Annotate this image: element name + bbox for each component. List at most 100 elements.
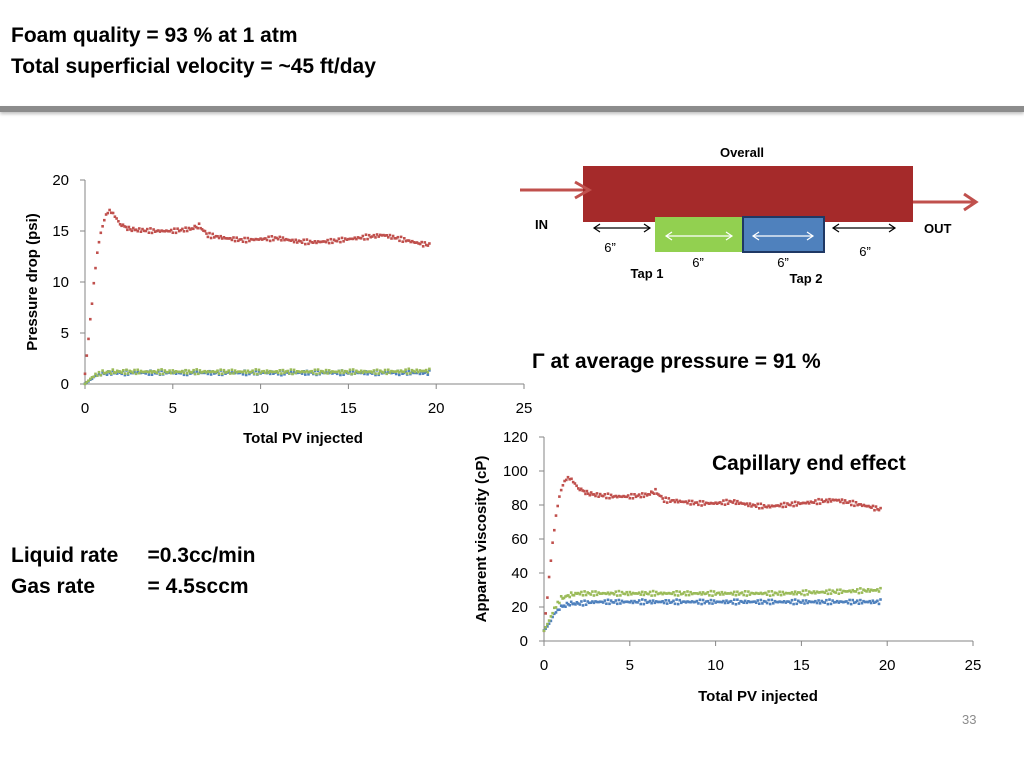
chart2-point xyxy=(832,498,836,502)
chart1-point xyxy=(126,228,129,232)
chart2-point xyxy=(865,600,868,604)
chart2-point xyxy=(690,600,694,603)
chart1-point xyxy=(363,238,366,241)
chart1-point xyxy=(90,376,94,379)
tap1-length-arrow xyxy=(664,231,734,241)
chart1-point xyxy=(324,240,328,244)
chart1-point xyxy=(404,370,407,373)
chart2-point xyxy=(865,590,868,593)
chart1-point xyxy=(202,229,205,232)
chart2-point xyxy=(871,599,875,602)
chart1-point xyxy=(133,228,137,232)
chart1-point xyxy=(169,371,173,375)
chart1-point xyxy=(118,370,122,373)
chart1-point xyxy=(275,370,278,373)
chart1-point xyxy=(428,367,431,371)
chart2-point xyxy=(636,592,639,595)
chart1-point xyxy=(208,231,211,235)
chart2-point xyxy=(829,500,833,503)
chart2-point xyxy=(559,604,563,607)
chart2-point xyxy=(585,489,589,493)
chart2-point xyxy=(655,600,658,603)
chart1-x-tick-label: 10 xyxy=(252,400,269,417)
chart2-point xyxy=(807,590,811,593)
chart2-point xyxy=(546,596,549,599)
chart2-point xyxy=(831,589,834,592)
chart2-point xyxy=(873,508,876,512)
chart2-point xyxy=(561,484,565,487)
chart1-point xyxy=(187,369,191,372)
chart2-point xyxy=(804,599,808,602)
chart2-point xyxy=(639,602,642,606)
chart1-point xyxy=(121,223,125,226)
chart2-point xyxy=(825,498,828,502)
chart2-point xyxy=(826,602,830,606)
chart2-point xyxy=(568,478,571,481)
chart1-point xyxy=(213,236,216,239)
chart1-point xyxy=(189,372,192,375)
chart1-point xyxy=(358,236,361,240)
chart2-point xyxy=(715,600,719,603)
chart2-point xyxy=(655,492,659,495)
chart2-point xyxy=(701,500,705,503)
chart1-point xyxy=(312,241,315,244)
chart2-point xyxy=(587,492,590,495)
chart1-point xyxy=(395,237,398,240)
chart2-point xyxy=(767,590,770,593)
chart2-point xyxy=(717,501,720,505)
chart2-point xyxy=(661,600,664,603)
chart1-point xyxy=(217,236,221,240)
chart1-point xyxy=(407,369,411,373)
chart1-point xyxy=(375,368,379,372)
chart2-point xyxy=(877,590,881,593)
chart2-point xyxy=(708,502,711,505)
chart1-point xyxy=(356,370,360,374)
chart2-point xyxy=(659,591,663,595)
chart1-point xyxy=(351,370,355,373)
chart2-point xyxy=(782,593,786,596)
chart1-point xyxy=(260,238,264,241)
chart1-point xyxy=(160,229,163,232)
chart2-point xyxy=(742,601,745,604)
chart2-point xyxy=(690,592,694,596)
chart2-y-tick-label: 60 xyxy=(511,531,528,548)
chart1-point xyxy=(177,229,181,233)
chart1-point xyxy=(292,240,296,244)
chart2-point xyxy=(611,601,614,604)
chart1-point xyxy=(355,371,358,374)
chart2-point xyxy=(739,599,742,603)
chart1-point xyxy=(184,368,187,372)
chart1-point xyxy=(185,373,189,377)
chart2-point xyxy=(592,493,596,496)
chart1-point xyxy=(107,370,110,373)
chart1-point xyxy=(283,371,286,375)
chart2-point xyxy=(795,592,798,596)
chart1-point xyxy=(410,368,414,372)
chart1-point xyxy=(203,229,207,233)
chart2-point xyxy=(779,600,783,604)
chart1-point xyxy=(237,371,240,375)
chart1-point xyxy=(398,373,401,377)
chart1-point xyxy=(267,235,270,239)
chart2-point xyxy=(750,600,753,604)
chart2-point xyxy=(845,501,848,504)
chart2-point xyxy=(656,600,660,604)
chart1-point xyxy=(302,370,305,374)
chart1-point xyxy=(323,371,326,375)
chart2-point xyxy=(642,495,646,499)
chart1-point xyxy=(304,242,307,246)
chart1-point xyxy=(335,239,339,243)
chart2-point xyxy=(565,478,568,482)
chart1-point xyxy=(396,369,399,373)
superficial-velocity-line: Total superficial velocity = ~45 ft/day xyxy=(11,55,376,78)
chart2-point xyxy=(558,495,561,498)
chart2-point xyxy=(842,600,845,604)
chart2-point xyxy=(662,500,666,503)
chart2-point xyxy=(733,499,736,502)
chart1-point xyxy=(173,227,176,230)
chart2-point xyxy=(748,502,752,505)
chart2-point xyxy=(678,499,681,503)
chart1-point xyxy=(339,373,342,377)
chart2-point xyxy=(680,601,683,605)
chart2-point xyxy=(667,497,671,500)
